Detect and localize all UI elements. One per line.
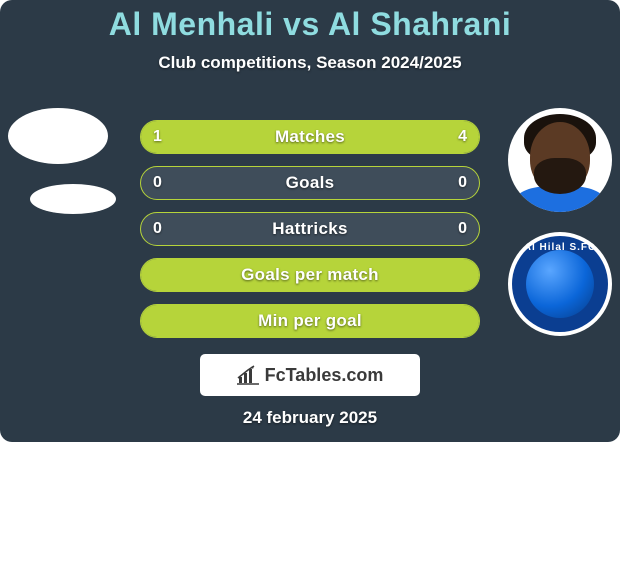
stat-label: Matches	[141, 121, 479, 153]
stats-rows: Matches14Goals00Hattricks00Goals per mat…	[140, 120, 480, 350]
comparison-card: Al Menhali vs Al Shahrani Club competiti…	[0, 0, 620, 442]
left-player-column	[8, 108, 116, 214]
right-club-badge: Al Hilal S.FC	[508, 232, 612, 336]
stat-value-right: 4	[458, 121, 467, 153]
watermark: FcTables.com	[200, 354, 420, 396]
snapshot-date: 24 february 2025	[0, 408, 620, 428]
stat-row: Hattricks0 0	[140, 212, 480, 246]
watermark-text: FcTables.com	[265, 365, 384, 386]
stat-row: Min per goal	[140, 304, 480, 338]
left-club-badge-placeholder	[30, 184, 116, 214]
chart-icon	[237, 365, 259, 385]
stat-value-left: 0	[153, 213, 162, 245]
stat-label: Goals per match	[141, 259, 479, 291]
page-subtitle: Club competitions, Season 2024/2025	[0, 53, 620, 73]
stat-value-left: 0	[153, 167, 162, 199]
stat-row: Matches1 4	[140, 120, 480, 154]
stat-value-right: 0	[458, 213, 467, 245]
stat-row: Goals per match	[140, 258, 480, 292]
stat-label: Min per goal	[141, 305, 479, 337]
stat-label: Hattricks	[141, 213, 479, 245]
stat-value-left: 1	[153, 121, 162, 153]
right-player-avatar	[508, 108, 612, 212]
page-title: Al Menhali vs Al Shahrani	[0, 6, 620, 43]
stat-label: Goals	[141, 167, 479, 199]
stat-row: Goals0 0	[140, 166, 480, 200]
left-player-avatar-placeholder	[8, 108, 108, 164]
right-player-column: Al Hilal S.FC	[508, 108, 612, 336]
stat-value-right: 0	[458, 167, 467, 199]
